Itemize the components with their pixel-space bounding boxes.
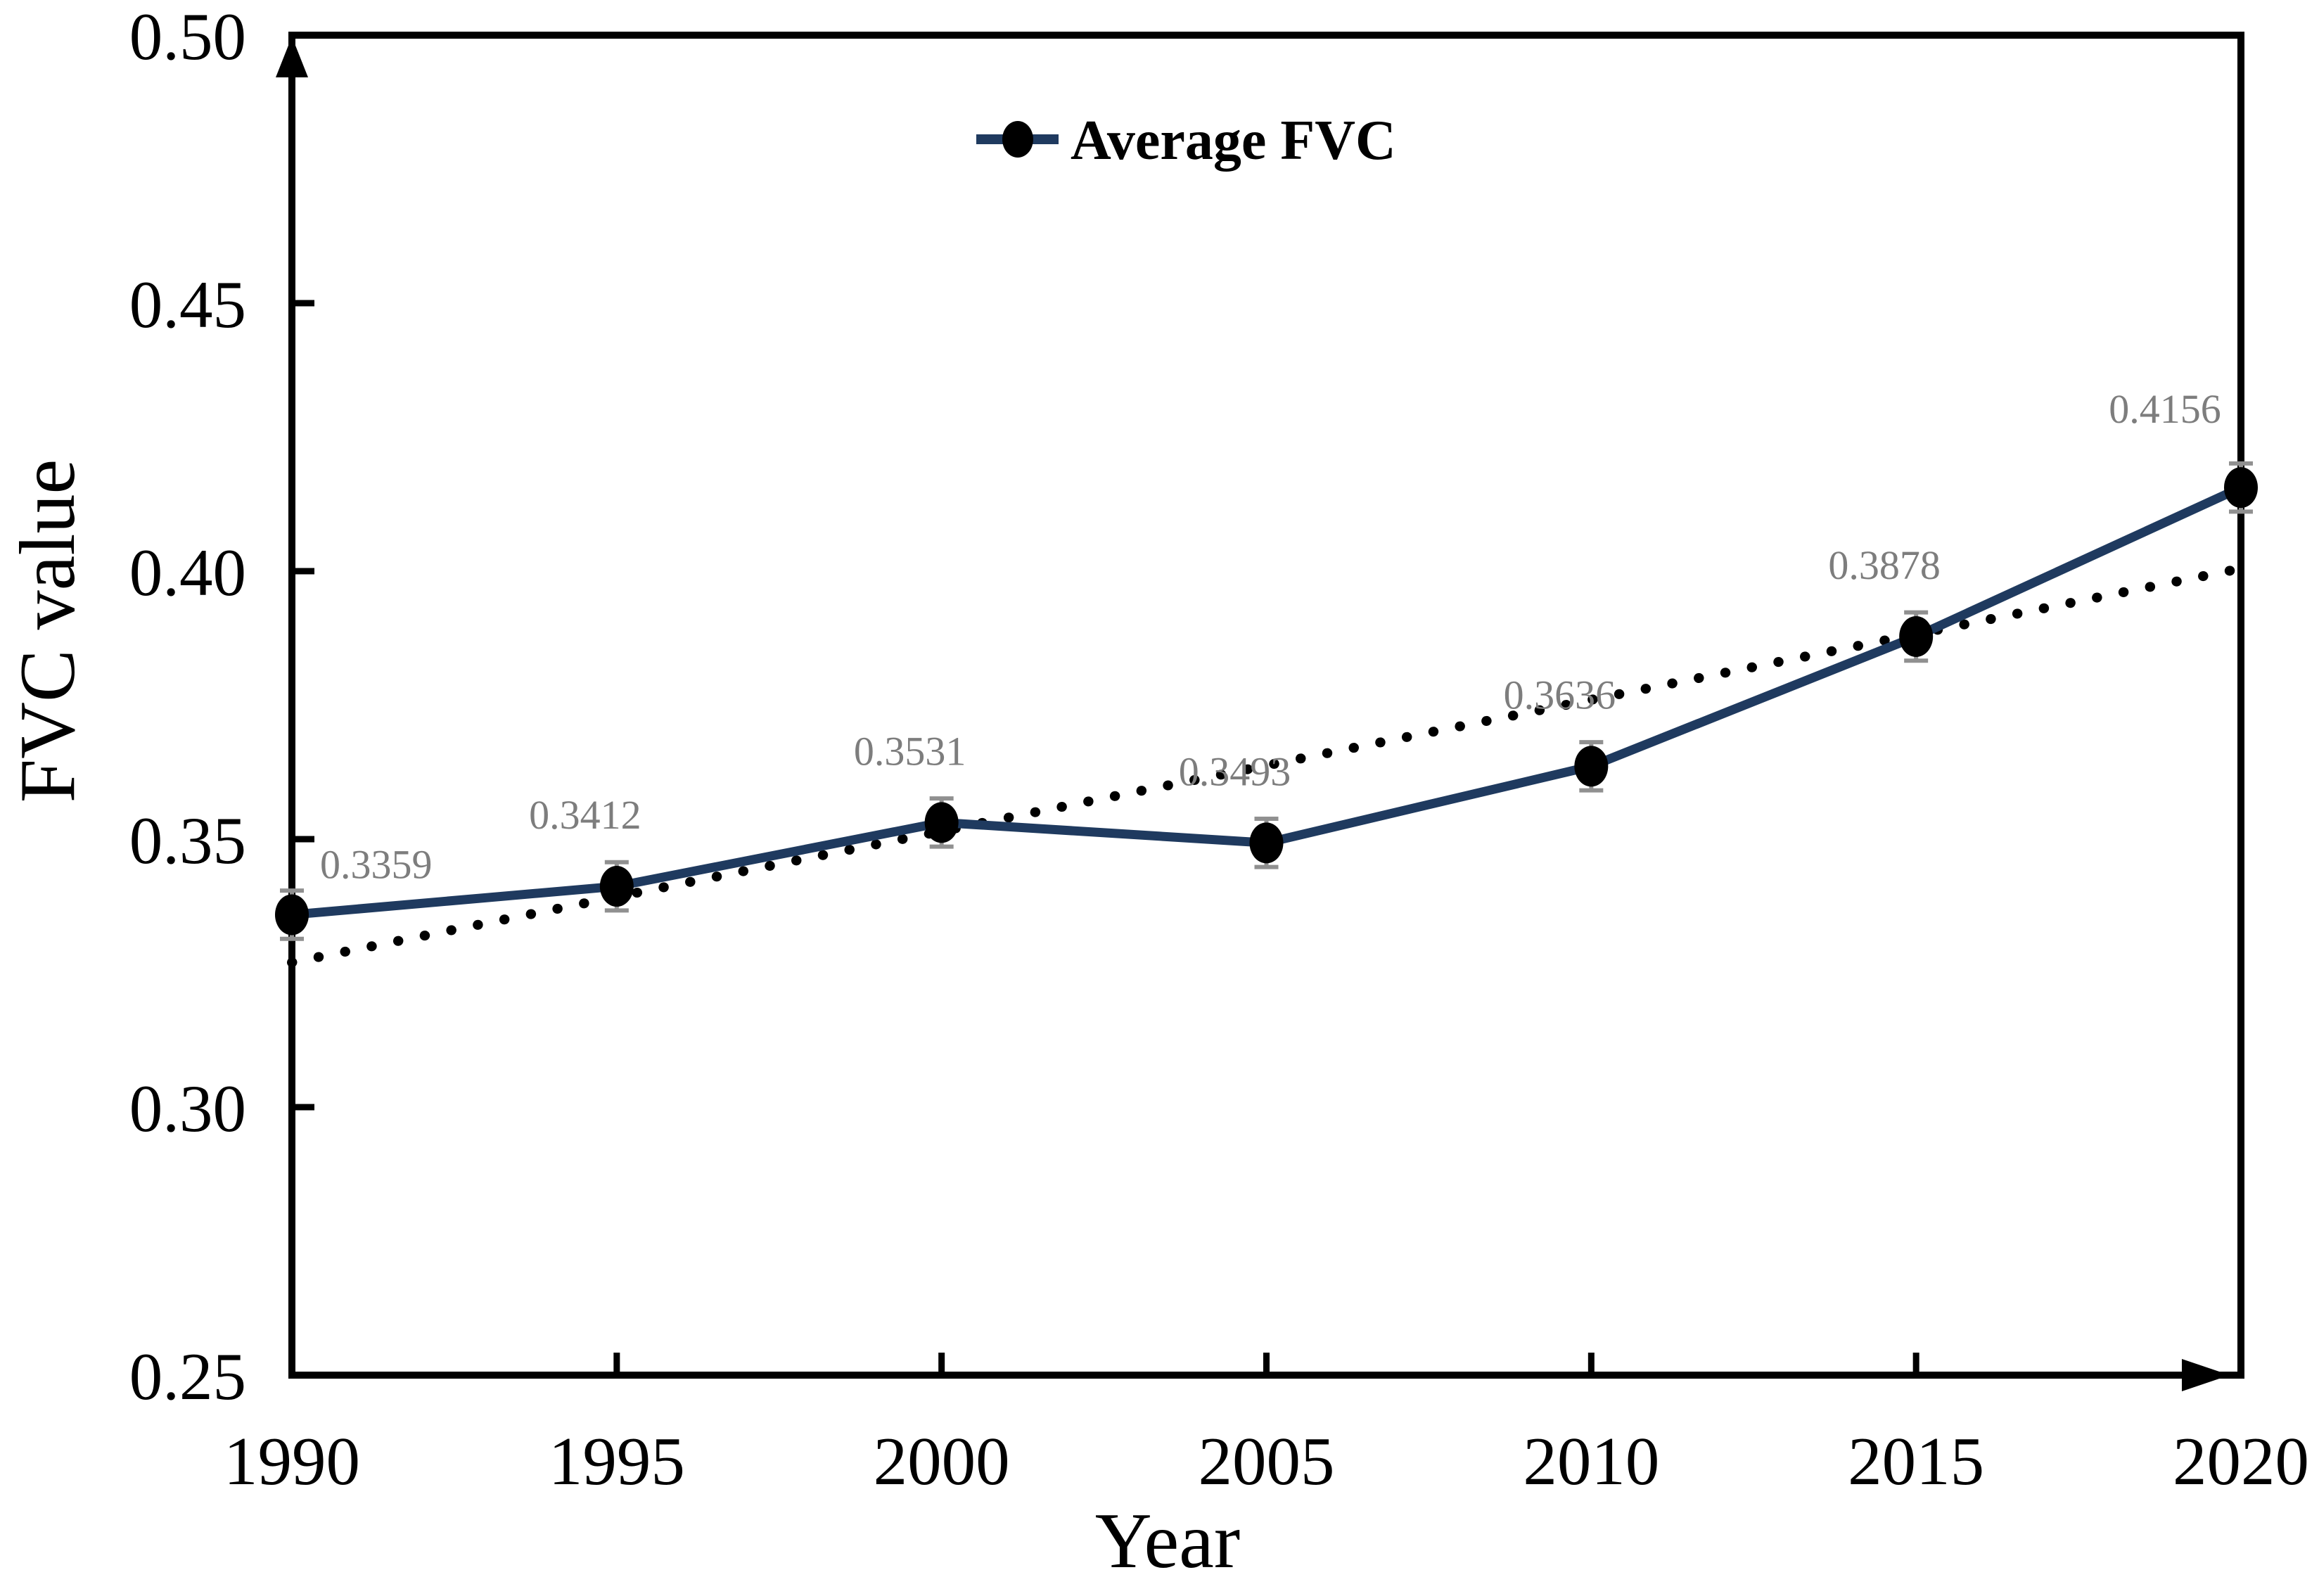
data-point-marker bbox=[1899, 615, 1934, 657]
data-point-marker bbox=[924, 802, 959, 843]
x-tick-label: 2000 bbox=[874, 1424, 1010, 1499]
data-point-label: 0.3359 bbox=[320, 841, 433, 887]
data-point-marker bbox=[1574, 746, 1609, 787]
x-axis-arrow-icon bbox=[2182, 1359, 2230, 1391]
data-point-label: 0.3412 bbox=[529, 792, 641, 838]
data-point-marker bbox=[599, 866, 634, 907]
x-tick-label: 2010 bbox=[1523, 1424, 1659, 1499]
y-tick-label: 0.50 bbox=[129, 0, 246, 74]
y-tick-label: 0.30 bbox=[129, 1071, 246, 1146]
data-point-label: 0.3636 bbox=[1504, 672, 1616, 717]
legend-label: Average FVC bbox=[1071, 110, 1396, 172]
x-tick-label: 1995 bbox=[549, 1424, 685, 1499]
data-point-label: 0.4156 bbox=[2109, 386, 2221, 432]
plot-box-spines bbox=[288, 32, 2244, 1379]
x-axis-title: Year bbox=[1095, 1498, 1240, 1585]
data-point-label: 0.3531 bbox=[854, 728, 966, 774]
data-point-label: 0.3493 bbox=[1179, 748, 1291, 794]
x-tick-label: 2020 bbox=[2173, 1424, 2309, 1499]
y-tick-label: 0.25 bbox=[129, 1339, 246, 1414]
y-axis-title: FVC value bbox=[4, 459, 91, 803]
x-tick-label: 2005 bbox=[1199, 1424, 1335, 1499]
data-point-marker bbox=[275, 894, 309, 936]
data-point-marker bbox=[2224, 467, 2258, 509]
y-tick-label: 0.40 bbox=[129, 535, 246, 610]
legend: Average FVC bbox=[976, 110, 1396, 172]
y-tick-label: 0.35 bbox=[129, 803, 246, 878]
y-tick-label: 0.45 bbox=[129, 267, 246, 342]
data-point-label: 0.3878 bbox=[1828, 542, 1941, 588]
y-axis-arrow-icon bbox=[276, 37, 308, 77]
legend-marker-icon bbox=[1002, 121, 1033, 158]
data-point-marker bbox=[1249, 822, 1284, 864]
x-tick-label: 1990 bbox=[224, 1424, 360, 1499]
x-tick-label: 2015 bbox=[1848, 1424, 1984, 1499]
plot-area: 0.25 0.30 0.35 0.40 0.45 0.50 1990 1995 2000 2005… bbox=[129, 0, 2309, 1499]
